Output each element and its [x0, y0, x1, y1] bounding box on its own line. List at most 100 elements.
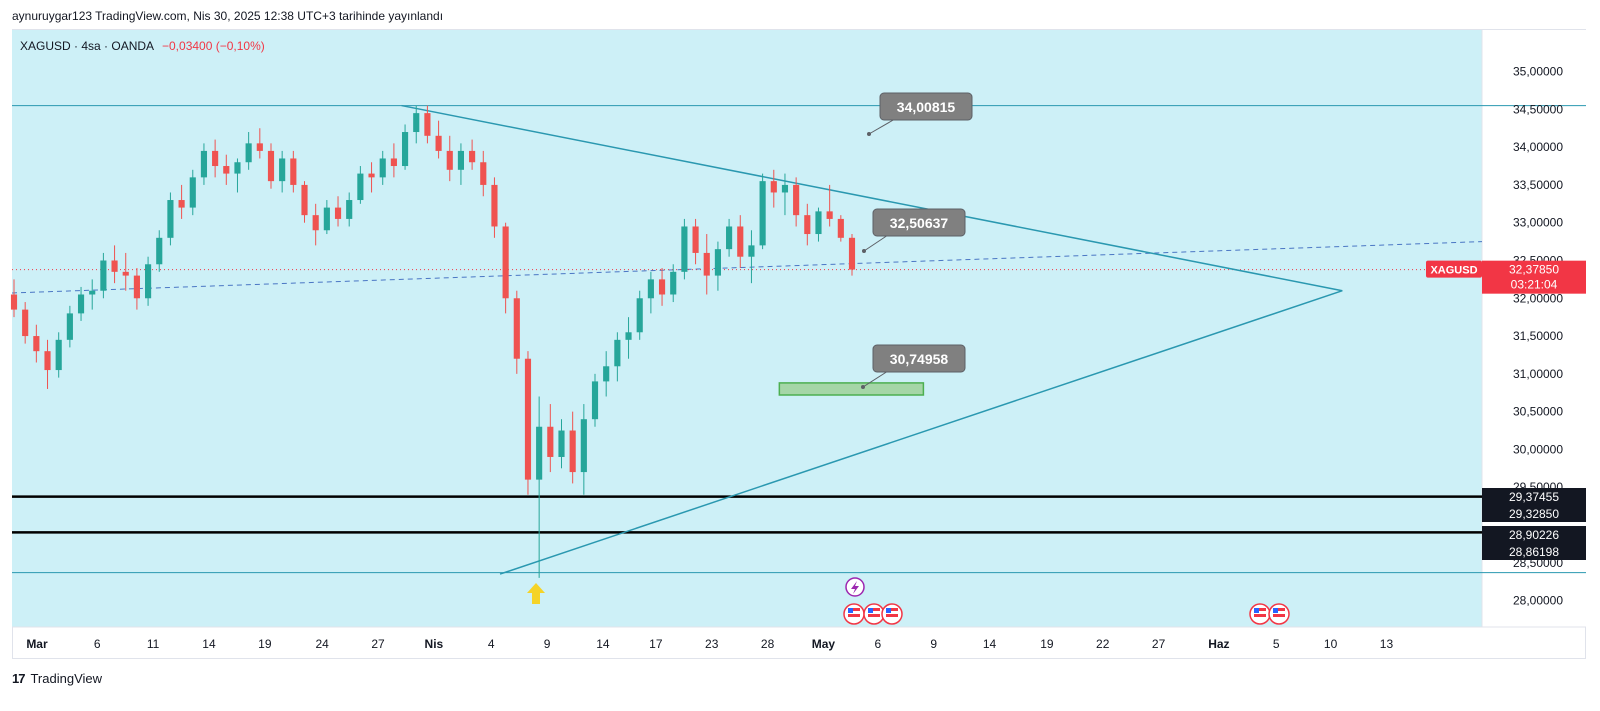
candle-body[interactable] — [524, 358, 532, 480]
candle-body[interactable] — [33, 336, 40, 352]
candle-body[interactable] — [357, 173, 364, 201]
flag-stripe — [848, 608, 860, 611]
x-tick-label: 24 — [315, 637, 329, 651]
candle-body[interactable] — [245, 143, 252, 163]
candle-body[interactable] — [737, 226, 744, 257]
callout-badge — [872, 344, 966, 373]
candle-body[interactable] — [547, 426, 554, 457]
candle-body[interactable] — [603, 366, 610, 382]
candle-body[interactable] — [189, 177, 196, 208]
candle-body[interactable] — [55, 339, 62, 371]
candle-body[interactable] — [66, 313, 73, 340]
candle-body[interactable] — [156, 237, 163, 265]
flag-stripe — [886, 608, 898, 611]
candle-body[interactable] — [815, 211, 822, 235]
candle-body[interactable] — [312, 215, 319, 231]
candle-body[interactable] — [346, 200, 353, 219]
candle-body[interactable] — [323, 207, 330, 231]
candle-body[interactable] — [390, 158, 397, 167]
candle-body[interactable] — [770, 181, 777, 193]
candle-body[interactable] — [692, 226, 699, 253]
candle-body[interactable] — [301, 184, 308, 216]
candle-body[interactable] — [502, 226, 509, 299]
candle-body[interactable] — [647, 279, 654, 299]
candle-body[interactable] — [513, 298, 520, 359]
x-tick-label: 14 — [983, 637, 997, 651]
candle-body[interactable] — [10, 294, 18, 310]
us-flag-event-icon[interactable] — [1268, 603, 1290, 625]
candle-body[interactable] — [480, 162, 487, 185]
us-flag-event-icon[interactable] — [1249, 603, 1271, 625]
candle-body[interactable] — [212, 150, 219, 167]
candle-body[interactable] — [580, 419, 587, 473]
candle-body[interactable] — [234, 162, 241, 174]
us-flag-event-icon[interactable] — [843, 603, 865, 625]
candle-body[interactable] — [848, 237, 856, 270]
candle-body[interactable] — [625, 332, 632, 340]
candle-body[interactable] — [368, 173, 375, 178]
candle-body[interactable] — [636, 298, 643, 333]
candle-body[interactable] — [290, 158, 297, 185]
candle-body[interactable] — [726, 226, 733, 250]
candle-body[interactable] — [167, 200, 174, 238]
price-callout[interactable]: 32,50637 — [862, 208, 966, 253]
candle-body[interactable] — [536, 426, 543, 480]
flag-canton — [848, 608, 853, 613]
candle-body[interactable] — [22, 309, 29, 337]
candle-body[interactable] — [413, 113, 420, 133]
price-callout[interactable]: 34,00815 — [867, 92, 973, 136]
candle-body[interactable] — [100, 260, 107, 291]
candle-body[interactable] — [334, 207, 342, 219]
candle-body[interactable] — [256, 143, 263, 151]
candle-body[interactable] — [77, 294, 85, 314]
candle-body[interactable] — [826, 211, 833, 219]
candle-body[interactable] — [379, 158, 386, 178]
candle-body[interactable] — [145, 264, 152, 299]
candle-body[interactable] — [837, 218, 844, 238]
candle-body[interactable] — [469, 150, 476, 163]
x-tick-label: May — [812, 637, 836, 651]
candle-body[interactable] — [681, 226, 688, 272]
candle-body[interactable] — [569, 430, 576, 473]
triangle-lower-line[interactable] — [499, 290, 1343, 575]
price-callout[interactable]: 30,74958 — [861, 344, 966, 389]
candle-body[interactable] — [44, 351, 51, 371]
candle-body[interactable] — [279, 158, 286, 182]
x-tick-label: Mar — [26, 637, 48, 651]
candle-body[interactable] — [793, 184, 800, 216]
dashed-trend-line[interactable] — [11, 241, 1483, 294]
event-flash-icon[interactable] — [845, 577, 865, 597]
candle-body[interactable] — [223, 166, 230, 174]
candle-body[interactable] — [122, 271, 129, 276]
candle-body[interactable] — [714, 249, 721, 276]
triangle-upper-line[interactable] — [401, 104, 1343, 292]
candle-body[interactable] — [804, 215, 811, 235]
candle-body[interactable] — [614, 339, 621, 367]
candle-body[interactable] — [457, 150, 465, 170]
callout-label: 32,50637 — [890, 215, 949, 231]
candle-body[interactable] — [200, 150, 208, 178]
candle-body[interactable] — [759, 181, 766, 246]
candle-body[interactable] — [658, 279, 666, 295]
target-zone-box[interactable] — [778, 382, 925, 396]
candle-body[interactable] — [435, 135, 442, 151]
us-flag-event-icon[interactable] — [863, 603, 885, 625]
candle-body[interactable] — [558, 430, 565, 457]
candle-body[interactable] — [267, 150, 275, 182]
candle-body[interactable] — [111, 260, 118, 272]
candle-body[interactable] — [424, 113, 431, 136]
candle-body[interactable] — [670, 271, 677, 295]
candle-body[interactable] — [446, 150, 453, 170]
candle-body[interactable] — [401, 132, 409, 167]
candle-body[interactable] — [748, 245, 755, 257]
candle-body[interactable] — [133, 275, 140, 299]
candle-body[interactable] — [781, 184, 789, 193]
level-price-label: 29,37455 — [1509, 490, 1559, 504]
candle-body[interactable] — [491, 184, 498, 227]
candle-body[interactable] — [703, 252, 710, 276]
candle-body[interactable] — [591, 381, 599, 420]
us-flag-event-icon[interactable] — [881, 603, 903, 625]
candle-body[interactable] — [89, 290, 96, 295]
candle-body[interactable] — [178, 200, 185, 208]
